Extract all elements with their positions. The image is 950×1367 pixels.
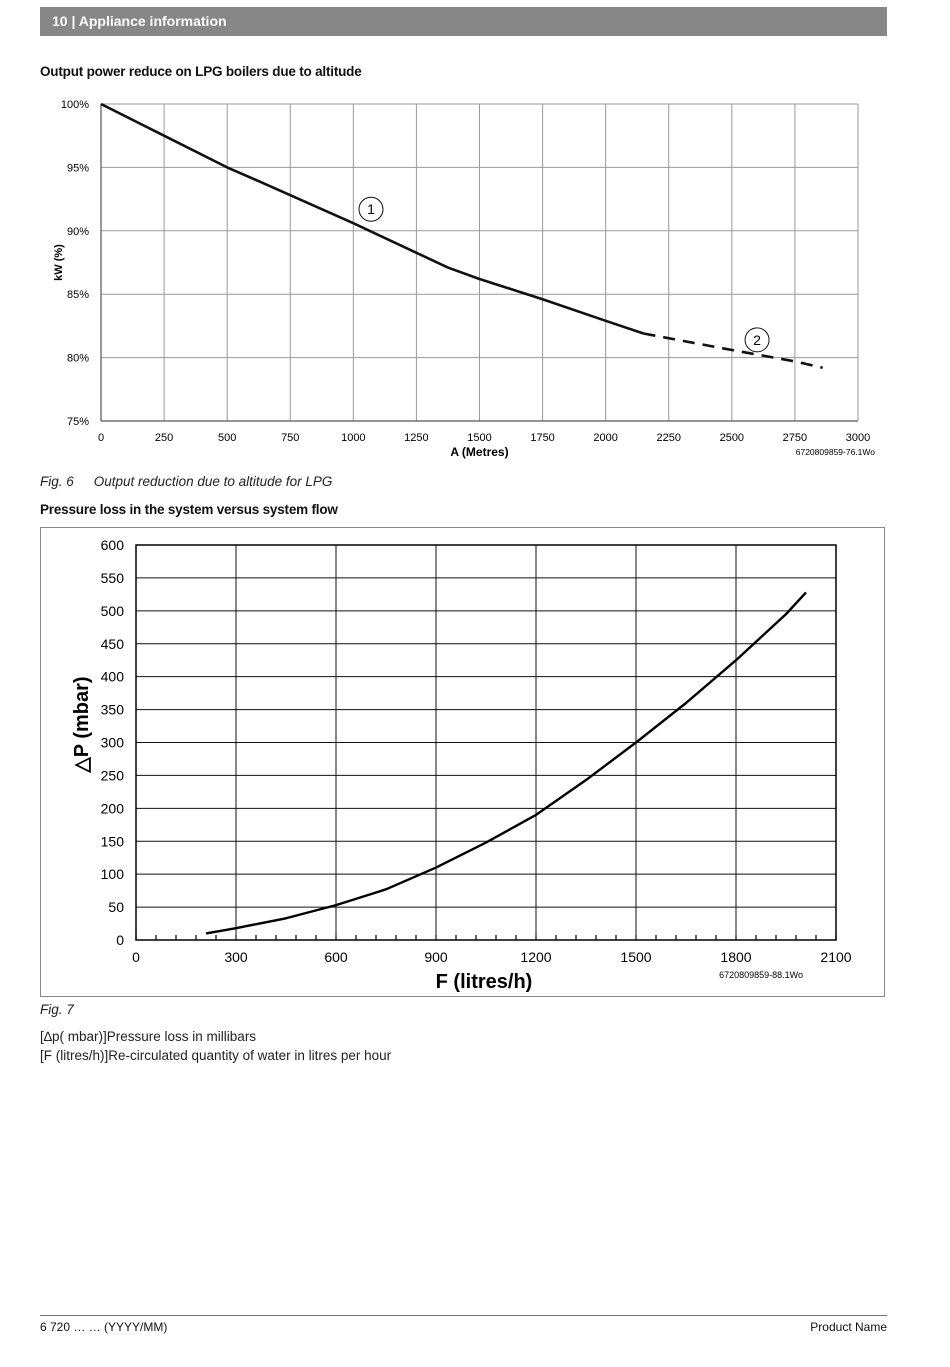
x-tick-label: 2750 <box>783 432 807 444</box>
x-tick-label: 300 <box>224 949 248 965</box>
x-tick-label: 250 <box>155 432 173 444</box>
x-tick-label: 500 <box>218 432 236 444</box>
footer-rule <box>40 1315 887 1316</box>
x-tick-label: 600 <box>324 949 348 965</box>
y-tick-label: 350 <box>101 702 125 718</box>
x-tick-label: 0 <box>132 949 140 965</box>
series-line-measured <box>100 102 644 335</box>
callout-circle <box>744 327 770 353</box>
callout-circle <box>358 196 384 222</box>
legend-item-pressure: [∆p( mbar)]Pressure loss in millibars <box>40 1029 257 1044</box>
y-tick-label: 450 <box>101 636 125 652</box>
y-tick-label: 50 <box>108 899 124 915</box>
page-number: 10 <box>52 13 68 29</box>
chart2-frame: 0 300 600 900 1200 1500 1800 2100 0 50 100 150 200 25… <box>40 527 885 997</box>
y-tick-label: 75% <box>67 416 89 428</box>
x-tick-label: 2000 <box>593 432 617 444</box>
fig6-text: Output reduction due to altitude for LPG <box>93 474 333 489</box>
fig6-number: Fig. 6 <box>40 474 74 489</box>
fig7-number: Fig. 7 <box>40 1002 74 1017</box>
x-tick-label: 3000 <box>846 432 870 444</box>
y-tick-label: 150 <box>101 833 125 849</box>
y-axis-label: kW (%) <box>53 244 65 281</box>
series-line-extrapolated <box>643 332 823 370</box>
x-axis-label: F (litres/h) <box>436 971 533 993</box>
y-axis-label: △P (mbar) <box>71 676 93 773</box>
header-section-title: Appliance information <box>78 13 227 29</box>
x-axis-label: A (Metres) <box>450 445 508 459</box>
y-tick-label: 0 <box>116 932 124 948</box>
y-tick-label: 100% <box>61 99 89 111</box>
page-header-bar: 10 | Appliance information <box>40 7 887 36</box>
callout-label: 2 <box>753 332 761 348</box>
x-tick-label: 1500 <box>467 432 491 444</box>
x-tick-label: 2500 <box>720 432 744 444</box>
callout-label: 1 <box>367 201 375 217</box>
y-tick-label: 300 <box>101 735 125 751</box>
footer-doc-code: 6 720 … … (YYYY/MM) <box>40 1320 168 1334</box>
y-tick-label: 200 <box>101 800 125 816</box>
y-tick-label: 95% <box>67 162 89 174</box>
figure-code: 6720809859-76.1Wo <box>796 447 876 457</box>
y-tick-label: 600 <box>101 537 125 553</box>
footer-product-name: Product Name <box>810 1320 887 1334</box>
pressure-loss-chart: 0 300 600 900 1200 1500 1800 2100 0 50 100 150 200 25… <box>71 537 852 993</box>
y-tick-label: 250 <box>101 767 125 783</box>
x-tick-label: 750 <box>281 432 299 444</box>
y-tick-label: 100 <box>101 866 125 882</box>
x-tick-label: 1800 <box>720 949 751 965</box>
chart2-heading: Pressure loss in the system versus syste… <box>40 502 338 517</box>
fig6-caption: Fig. 6 Output reduction due to altitude f… <box>40 474 332 489</box>
fig7-caption: Fig. 7 <box>40 1002 74 1017</box>
x-tick-label: 2250 <box>657 432 681 444</box>
x-tick-label: 1250 <box>404 432 428 444</box>
figure-code: 6720809859-88.1Wo <box>719 970 803 980</box>
plot-frame <box>135 544 837 941</box>
y-tick-label: 500 <box>101 603 125 619</box>
series-line-pressure-loss <box>205 591 807 935</box>
chart1-heading: Output power reduce on LPG boilers due t… <box>40 64 362 79</box>
x-tick-label: 1200 <box>520 949 551 965</box>
y-tick-label: 400 <box>101 669 125 685</box>
x-tick-label: 0 <box>98 432 104 444</box>
legend-item-flow: [F (litres/h)]Re-circulated quantity of … <box>40 1048 392 1063</box>
x-tick-label: 900 <box>424 949 448 965</box>
y-tick-label: 85% <box>67 289 89 301</box>
y-tick-label: 90% <box>67 226 89 238</box>
y-tick-label: 80% <box>67 353 89 365</box>
x-tick-label: 2100 <box>820 949 851 965</box>
x-tick-label: 1000 <box>341 432 365 444</box>
altitude-chart: 0 250 500 750 1000 1250 1500 1750 2000 2250 2500 27… <box>53 99 876 459</box>
y-tick-label: 550 <box>101 570 125 586</box>
x-tick-label: 1750 <box>530 432 554 444</box>
x-tick-label: 1500 <box>620 949 651 965</box>
header-separator: | <box>71 13 76 29</box>
